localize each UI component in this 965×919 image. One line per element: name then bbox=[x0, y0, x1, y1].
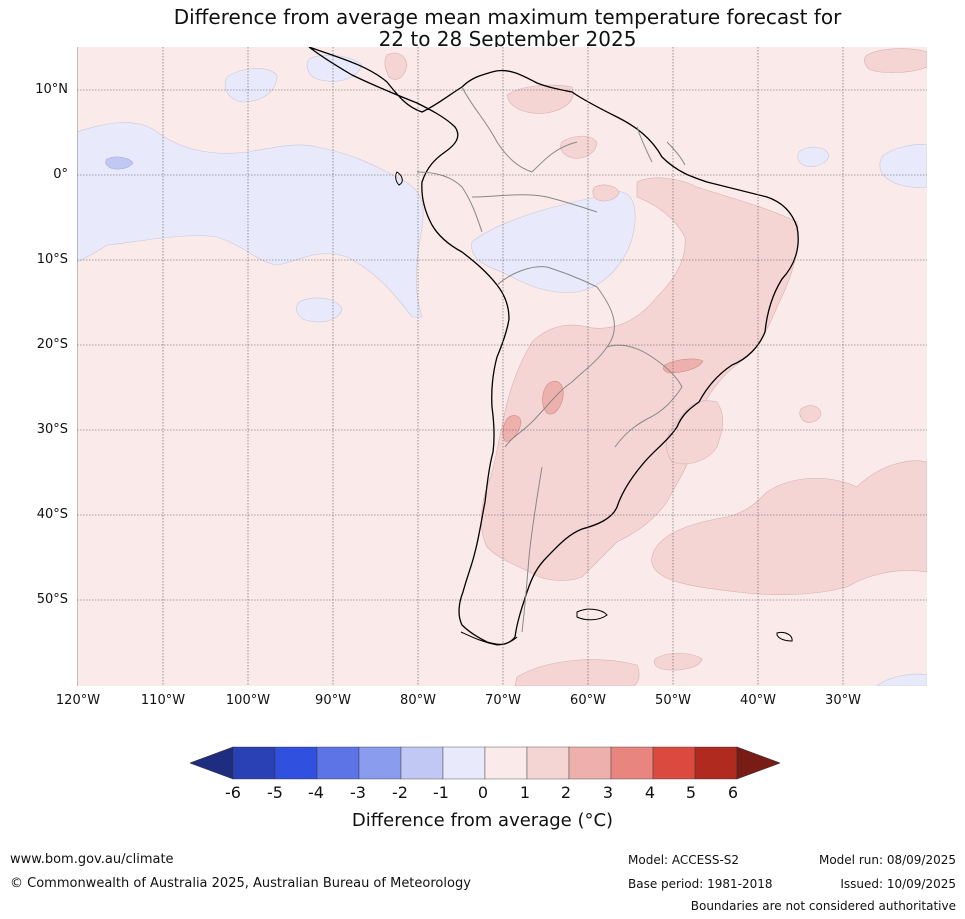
colorbar-swatch bbox=[232, 746, 276, 780]
lon-label-70w: 70°W bbox=[485, 693, 521, 708]
anomaly-region-minus2-spot bbox=[105, 156, 134, 170]
colorbar-swatch bbox=[694, 746, 738, 780]
anomaly-region-minus1-gulf bbox=[306, 54, 363, 82]
lon-label-90w: 90°W bbox=[315, 693, 351, 708]
colorbar-tick: -4 bbox=[308, 783, 324, 802]
anomaly-region-plus1-north-atlantic bbox=[863, 48, 927, 73]
colorbar-tick: -5 bbox=[267, 783, 283, 802]
lon-label-40w: 40°W bbox=[740, 693, 776, 708]
colorbar-swatch bbox=[610, 746, 654, 780]
colorbar-tick: 5 bbox=[685, 783, 697, 802]
lon-label-60w: 60°W bbox=[570, 693, 606, 708]
anomaly-region-minus1-amazon bbox=[471, 191, 636, 293]
issued-date: Issued: 10/09/2025 bbox=[840, 877, 956, 891]
colorbar-extend-high bbox=[736, 746, 780, 780]
lat-label-10n: 10°N bbox=[35, 82, 68, 97]
colorbar-swatch bbox=[316, 746, 360, 780]
lon-label-30w: 30°W bbox=[825, 693, 861, 708]
colorbar-tick: -1 bbox=[433, 783, 449, 802]
colorbar-tick: 3 bbox=[602, 783, 614, 802]
anomaly-region-minus1-atlantic-east bbox=[879, 144, 927, 188]
colorbar-tick: 4 bbox=[644, 783, 656, 802]
website-link[interactable]: www.bom.gov.au/climate bbox=[10, 852, 174, 867]
anomaly-region-plus1-plate bbox=[666, 400, 724, 465]
anomaly-region-plus1-island bbox=[799, 405, 822, 423]
lat-label-30s: 30°S bbox=[36, 422, 68, 437]
anomaly-region-plus1-caribbean bbox=[506, 84, 574, 114]
anomaly-region-minus1-north bbox=[224, 68, 278, 103]
lon-label-80w: 80°W bbox=[400, 693, 436, 708]
graticule bbox=[77, 47, 927, 686]
anomaly-region-minus1-south-pacific bbox=[296, 297, 343, 323]
colorbar-swatch bbox=[526, 746, 570, 780]
colorbar-tick: 2 bbox=[560, 783, 572, 802]
colorbar-swatch bbox=[442, 746, 486, 780]
colorbar-swatch bbox=[568, 746, 612, 780]
lon-label-110w: 110°W bbox=[140, 693, 186, 708]
south-america-coastline bbox=[308, 47, 799, 646]
anomaly-region-minus1-atlantic-small bbox=[797, 146, 830, 167]
forecast-map bbox=[77, 47, 927, 686]
map-title-line2: 22 to 28 September 2025 bbox=[378, 27, 637, 51]
colorbar-tick: -2 bbox=[392, 783, 408, 802]
colorbar-swatch bbox=[484, 746, 528, 780]
colorbar-swatch bbox=[274, 746, 318, 780]
colorbar-label: Difference from average (°C) bbox=[351, 810, 614, 831]
colorbar-extend-low bbox=[190, 746, 234, 780]
anomaly-region-plus1-south-right bbox=[653, 653, 703, 671]
lat-label-40s: 40°S bbox=[36, 507, 68, 522]
colorbar-tick: 1 bbox=[519, 783, 531, 802]
lon-label-50w: 50°W bbox=[655, 693, 691, 708]
anomaly-region-plus1-central-america bbox=[384, 52, 408, 80]
anomaly-region-minus1-south-corner bbox=[876, 673, 927, 686]
lat-label-10s: 10°S bbox=[36, 252, 68, 267]
colorbar-tick: 0 bbox=[477, 783, 489, 802]
map-title-line1: Difference from average mean maximum tem… bbox=[173, 5, 842, 29]
copyright-text: © Commonwealth of Australia 2025, Austra… bbox=[10, 876, 471, 891]
lon-label-120w: 120°W bbox=[55, 693, 101, 708]
colorbar-swatch bbox=[652, 746, 696, 780]
base-period: Base period: 1981-2018 bbox=[628, 877, 773, 891]
lat-label-50s: 50°S bbox=[36, 592, 68, 607]
anomaly-region-plus1-south-bottom bbox=[514, 659, 640, 686]
lon-label-100w: 100°W bbox=[225, 693, 271, 708]
colorbar bbox=[190, 746, 780, 780]
colorbar-swatch bbox=[358, 746, 402, 780]
anomaly-region-plus1-brazil bbox=[480, 177, 799, 581]
boundaries-disclaimer: Boundaries are not considered authoritat… bbox=[690, 899, 956, 913]
colorbar-swatch bbox=[400, 746, 444, 780]
country-borders bbox=[416, 86, 686, 633]
anomaly-region-plus1-guiana bbox=[592, 184, 620, 202]
anomaly-region-plus1-south-atlantic bbox=[651, 460, 927, 596]
colorbar-tick: 6 bbox=[727, 783, 739, 802]
anomaly-region-minus1-pacific bbox=[77, 122, 424, 318]
colorbar-tick: -3 bbox=[350, 783, 366, 802]
lat-label-0: 0° bbox=[53, 167, 68, 182]
model-run-date: Model run: 08/09/2025 bbox=[818, 853, 956, 867]
anomaly-region-plus2-argentina bbox=[542, 381, 564, 415]
colorbar-tick: -6 bbox=[225, 783, 241, 802]
model-name: Model: ACCESS-S2 bbox=[628, 853, 740, 867]
lat-label-20s: 20°S bbox=[36, 337, 68, 352]
